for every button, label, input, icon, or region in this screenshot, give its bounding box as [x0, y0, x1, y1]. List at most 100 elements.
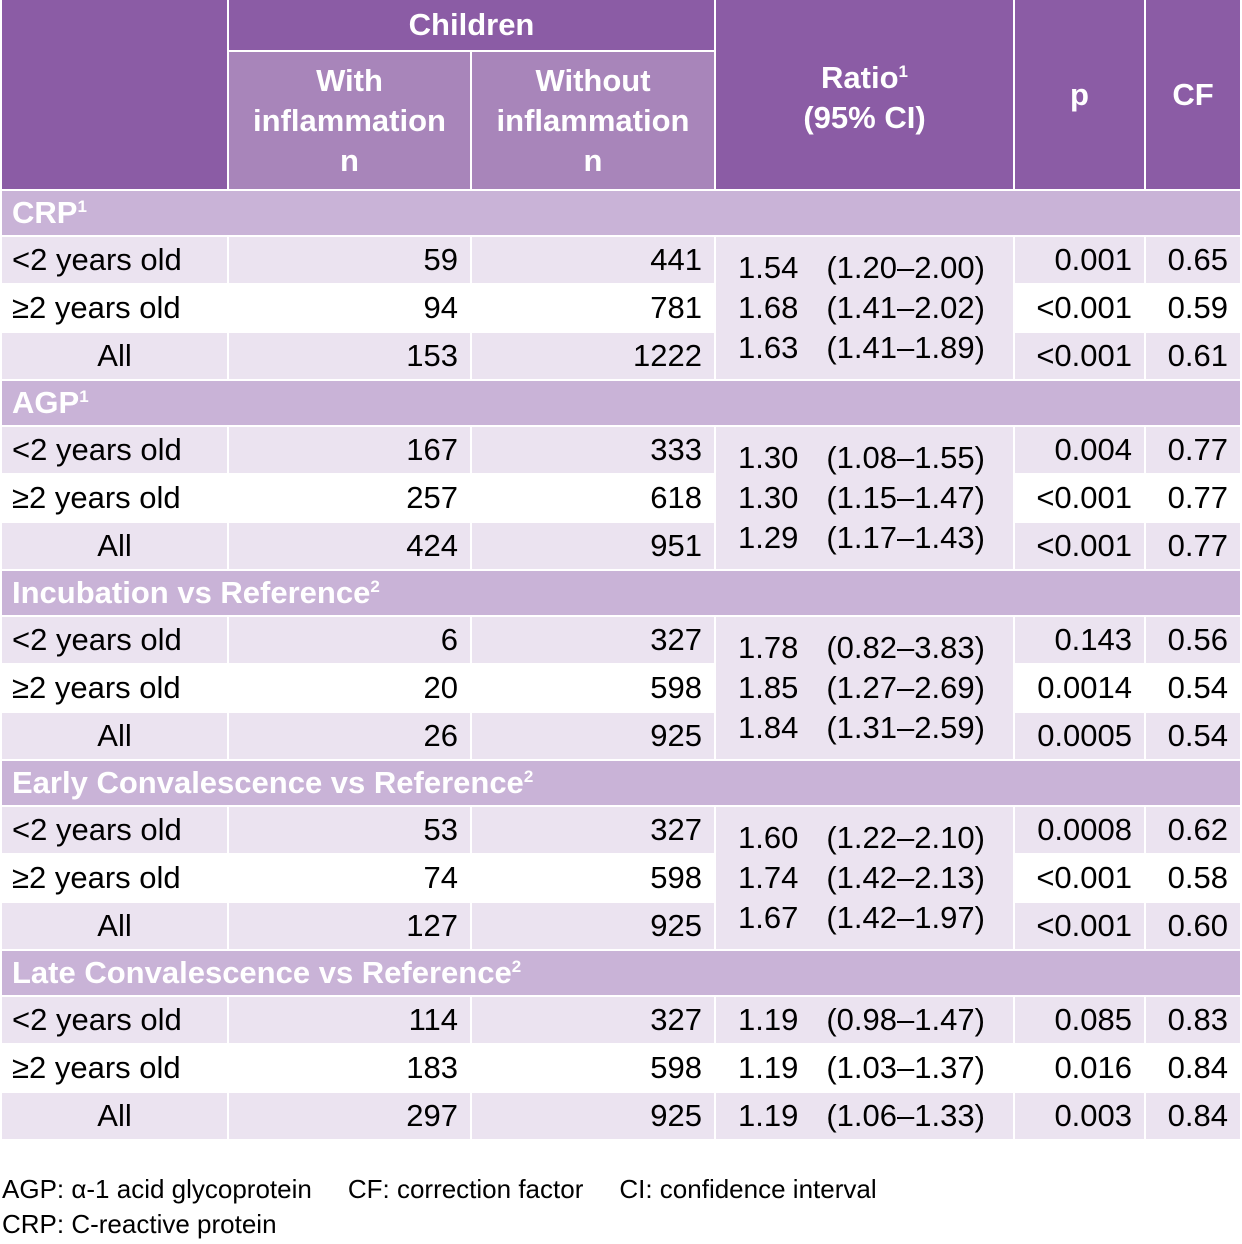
section-title: Early Convalescence vs Reference2: [2, 761, 1241, 805]
with-inflammation-n: 167: [229, 427, 470, 473]
table-body: CRP1 <2 years old 59 441 1.54 (1.20–2.00) 1.68…: [2, 191, 1241, 1139]
p-value: 0.016: [1015, 1045, 1145, 1091]
with-inflammation-n: 26: [229, 713, 470, 759]
ratio-ci-cell: 1.78 (0.82–3.83) 1.85 (1.27–2.69) 1.84 (1.31–…: [716, 617, 1014, 759]
section-footnote-marker: 2: [511, 957, 522, 976]
without-inflammation-n: 598: [472, 1045, 715, 1091]
without-inflammation-n: 327: [472, 997, 715, 1043]
correction-factor: 0.77: [1146, 427, 1241, 473]
footnotes: AGP: α-1 acid glycoprotein CF: correction…: [2, 1172, 913, 1242]
table-row: All 424 951 <0.001 0.77: [2, 523, 1241, 569]
p-value: <0.001: [1015, 903, 1145, 949]
p-value: 0.0014: [1015, 665, 1145, 711]
ci-value: (1.15–1.47): [826, 480, 985, 515]
section-title-text: CRP: [12, 195, 78, 230]
with-inflammation-n: 127: [229, 903, 470, 949]
table-row: <2 years old 59 441 1.54 (1.20–2.00) 1.68 (1.4…: [2, 237, 1241, 379]
without-inflammation-n: 598: [472, 665, 715, 711]
section-title: Incubation vs Reference2: [2, 571, 1241, 615]
ratio-value: 1.78: [738, 630, 799, 665]
ci-value: (0.82–3.83): [826, 630, 985, 665]
ci-value: (0.98–1.47): [826, 1002, 985, 1037]
row-label: ≥2 years old: [2, 285, 227, 331]
row-label: ≥2 years old: [2, 855, 227, 901]
ratio-value: 1.19: [738, 1098, 799, 1133]
p-value: 0.001: [1015, 237, 1145, 283]
correction-factor: 0.77: [1146, 523, 1241, 569]
section-title-text: Late Convalescence vs Reference: [12, 955, 512, 990]
ratio-value: 1.54: [738, 250, 799, 285]
row-label: <2 years old: [2, 807, 227, 853]
ratio-value: 1.19: [738, 1050, 799, 1085]
ratio-ci-cell: 1.54 (1.20–2.00) 1.68 (1.41–2.02) 1.63 (1.41–…: [716, 237, 1014, 379]
without-inflammation-n: 925: [472, 1093, 715, 1139]
correction-factor: 0.65: [1146, 237, 1241, 283]
row-label: ≥2 years old: [2, 1045, 227, 1091]
section-title: Late Convalescence vs Reference2: [2, 951, 1241, 995]
section-footnote-marker: 1: [79, 387, 89, 406]
table-row: <2 years old 114 327 1.19 (0.98–1.47) 0.085 0.…: [2, 997, 1241, 1043]
ratio-value: 1.84: [738, 710, 799, 745]
ratio-ci-cell: 1.19 (0.98–1.47): [716, 997, 1014, 1043]
without-inflammation-header: Without inflammation n: [472, 52, 715, 189]
with-inflammation-n: 6: [229, 617, 470, 663]
with-inflammation-n: 20: [229, 665, 470, 711]
ratio-ci-cell: 1.60 (1.22–2.10) 1.74 (1.42–2.13) 1.67 (1.42–…: [716, 807, 1014, 949]
table-row: ≥2 years old 257 618 <0.001 0.77: [2, 475, 1241, 521]
ci-value: (1.03–1.37): [826, 1050, 985, 1085]
corner-header: [2, 0, 227, 189]
row-label: All: [2, 523, 227, 569]
ci-value: (1.22–2.10): [826, 820, 985, 855]
ratio-ci-cell: 1.30 (1.08–1.55) 1.30 (1.15–1.47) 1.29 (1.17–…: [716, 427, 1014, 569]
section-title-text: Incubation vs Reference: [12, 575, 371, 610]
row-label: All: [2, 713, 227, 759]
without-inflammation-n: 327: [472, 807, 715, 853]
correction-factor: 0.84: [1146, 1045, 1241, 1091]
p-value: 0.0005: [1015, 713, 1145, 759]
section-header-row: Early Convalescence vs Reference2: [2, 761, 1241, 805]
ratio-value: 1.74: [738, 860, 799, 895]
section-title: CRP1: [2, 191, 1241, 235]
with-inflammation-n: 297: [229, 1093, 470, 1139]
ratio-value: 1.85: [738, 670, 799, 705]
row-label: ≥2 years old: [2, 665, 227, 711]
table-row: <2 years old 6 327 1.78 (0.82–3.83) 1.85 (1.27…: [2, 617, 1241, 759]
footnote-cf: CF: correction factor: [347, 1174, 584, 1204]
without-inflammation-n: 598: [472, 855, 715, 901]
with-inflammation-header: With inflammation n: [229, 52, 470, 189]
section-header-row: AGP1: [2, 381, 1241, 425]
row-label: ≥2 years old: [2, 475, 227, 521]
correction-factor: 0.56: [1146, 617, 1241, 663]
table-row: ≥2 years old 183 598 1.19 (1.03–1.37) 0.016 0.…: [2, 1045, 1241, 1091]
section-title-text: Early Convalescence vs Reference: [12, 765, 524, 800]
without-inflammation-n: 781: [472, 285, 715, 331]
section-header-row: Late Convalescence vs Reference2: [2, 951, 1241, 995]
p-value: <0.001: [1015, 333, 1145, 379]
correction-factor: 0.61: [1146, 333, 1241, 379]
correction-factor: 0.62: [1146, 807, 1241, 853]
section-footnote-marker: 1: [77, 197, 87, 216]
ci-value: (1.42–1.97): [826, 900, 985, 935]
section-footnote-marker: 2: [370, 577, 380, 596]
without-inflammation-n: 951: [472, 523, 715, 569]
table-row: All 153 1222 <0.001 0.61: [2, 333, 1241, 379]
with-inflammation-n: 94: [229, 285, 470, 331]
with-inflammation-n: 153: [229, 333, 470, 379]
with-inflammation-n: 257: [229, 475, 470, 521]
table-row: ≥2 years old 74 598 <0.001 0.58: [2, 855, 1241, 901]
correction-factor: 0.59: [1146, 285, 1241, 331]
p-value: 0.085: [1015, 997, 1145, 1043]
row-label: <2 years old: [2, 427, 227, 473]
section-header-row: CRP1: [2, 191, 1241, 235]
correction-factor: 0.54: [1146, 665, 1241, 711]
ci-value: (1.42–2.13): [826, 860, 985, 895]
ratio-value: 1.19: [738, 1002, 799, 1037]
table-row: ≥2 years old 20 598 0.0014 0.54: [2, 665, 1241, 711]
row-label: All: [2, 333, 227, 379]
p-value: 0.004: [1015, 427, 1145, 473]
ratio-header: Ratio1 (95% CI): [716, 0, 1014, 189]
ratio-value: 1.63: [738, 330, 799, 365]
section-title-text: AGP: [12, 385, 80, 420]
row-label: <2 years old: [2, 617, 227, 663]
